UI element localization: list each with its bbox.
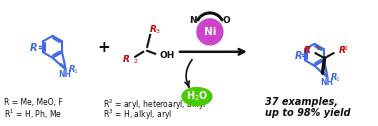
Text: +: + [97, 40, 110, 55]
Text: NH: NH [320, 78, 333, 87]
Text: 3: 3 [316, 46, 319, 51]
Text: R: R [294, 51, 302, 61]
Text: 1: 1 [335, 77, 339, 82]
Text: 2: 2 [344, 46, 347, 51]
Text: R: R [122, 55, 129, 64]
Text: R$^1$ = H, Ph, Me: R$^1$ = H, Ph, Me [4, 107, 62, 121]
Text: N: N [189, 16, 197, 25]
Text: R: R [338, 46, 345, 55]
Text: R = Me, MeO, F: R = Me, MeO, F [4, 98, 62, 107]
Text: O: O [223, 16, 231, 25]
Text: R$^3$ = H, alkyl, aryl: R$^3$ = H, alkyl, aryl [103, 107, 173, 122]
Text: H$_2$O: H$_2$O [186, 90, 208, 103]
Text: 2: 2 [133, 59, 137, 64]
Text: NH: NH [58, 70, 71, 79]
Text: R: R [29, 43, 37, 53]
Text: OH: OH [159, 51, 175, 60]
Text: R: R [150, 25, 157, 34]
Text: Ni: Ni [204, 27, 216, 37]
Text: R: R [68, 65, 75, 74]
Text: 1: 1 [73, 69, 77, 74]
Circle shape [197, 19, 223, 45]
Text: 37 examples,: 37 examples, [265, 97, 338, 107]
Text: up to 98% yield: up to 98% yield [265, 107, 350, 118]
Text: R: R [304, 46, 311, 55]
Text: R: R [330, 73, 337, 82]
Ellipse shape [182, 88, 212, 106]
Text: R$^2$ = aryl, heteroaryl, alkyl: R$^2$ = aryl, heteroaryl, alkyl [103, 98, 206, 112]
Text: 3: 3 [155, 29, 159, 34]
